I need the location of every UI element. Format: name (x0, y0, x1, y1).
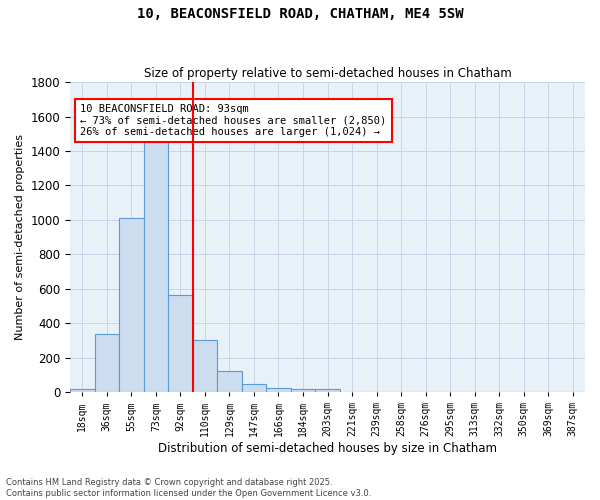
Y-axis label: Number of semi-detached properties: Number of semi-detached properties (15, 134, 25, 340)
Bar (315, 388, 340, 392)
Title: Size of property relative to semi-detached houses in Chatham: Size of property relative to semi-detach… (143, 66, 511, 80)
Text: 10 BEACONSFIELD ROAD: 93sqm
← 73% of semi-detached houses are smaller (2,850)
26: 10 BEACONSFIELD ROAD: 93sqm ← 73% of sem… (80, 104, 386, 137)
Text: 10, BEACONSFIELD ROAD, CHATHAM, ME4 5SW: 10, BEACONSFIELD ROAD, CHATHAM, ME4 5SW (137, 8, 463, 22)
Bar (95, 334, 119, 392)
Bar (291, 388, 315, 392)
Bar (193, 340, 217, 392)
Bar (168, 295, 193, 392)
Bar (70, 388, 95, 392)
Bar (242, 384, 266, 392)
Bar (119, 218, 143, 392)
Bar (217, 372, 242, 392)
Bar (266, 388, 291, 392)
X-axis label: Distribution of semi-detached houses by size in Chatham: Distribution of semi-detached houses by … (158, 442, 497, 455)
Text: Contains HM Land Registry data © Crown copyright and database right 2025.
Contai: Contains HM Land Registry data © Crown c… (6, 478, 371, 498)
Bar (143, 132, 168, 392)
